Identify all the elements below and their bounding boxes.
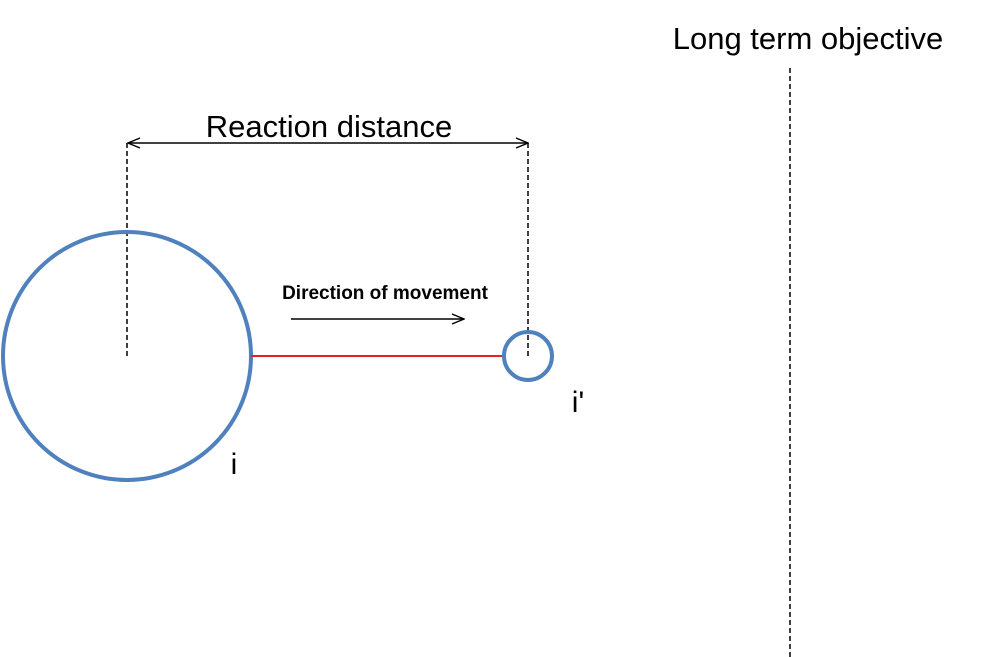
agent-i-prime-label: i' (572, 386, 584, 419)
direction-of-movement-label: Direction of movement (282, 283, 489, 304)
reaction-distance-label: Reaction distance (206, 109, 452, 144)
agent-i-label: i (231, 448, 238, 481)
long-term-objective-label: Long term objective (673, 21, 944, 56)
agent-i-prime-circle (502, 330, 554, 382)
